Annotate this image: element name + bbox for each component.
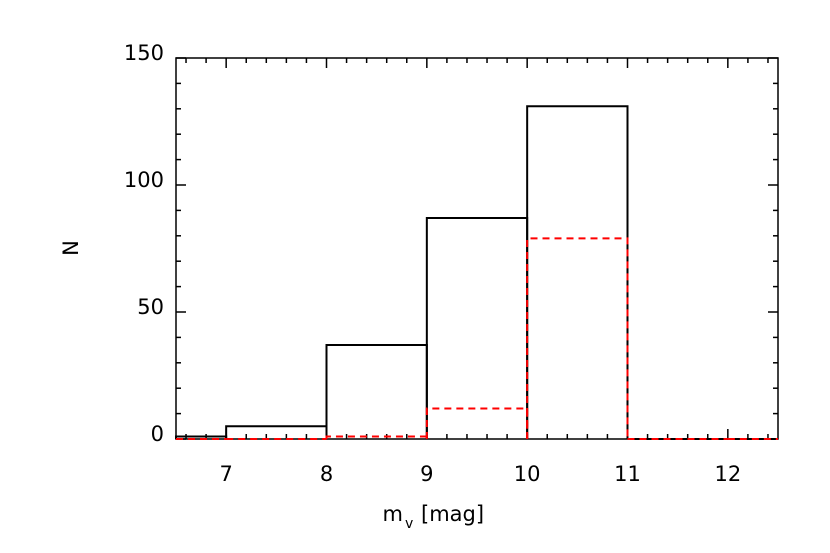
x-axis-label-symbol: m bbox=[383, 502, 403, 526]
histogram-bin bbox=[325, 435, 428, 439]
x-tick-label: 9 bbox=[420, 462, 433, 486]
histogram-bin bbox=[425, 407, 529, 439]
x-axis-label-unit: [mag] bbox=[421, 502, 484, 526]
x-tick-label: 12 bbox=[714, 462, 741, 486]
histogram-bin bbox=[325, 344, 428, 439]
y-tick-label: 150 bbox=[124, 41, 164, 65]
x-tick-label: 7 bbox=[219, 462, 232, 486]
y-tick-label: 100 bbox=[124, 168, 164, 192]
histogram-bin bbox=[225, 425, 328, 439]
x-tick-label: 10 bbox=[514, 462, 541, 486]
histogram-bin bbox=[526, 105, 629, 439]
plot-frame bbox=[175, 57, 779, 440]
y-tick-label: 0 bbox=[151, 422, 164, 446]
x-axis-label-subscript: v bbox=[405, 516, 413, 532]
y-tick-label: 50 bbox=[137, 295, 164, 319]
x-tick-label: 8 bbox=[320, 462, 333, 486]
histogram-bin bbox=[526, 237, 629, 439]
y-axis-label: N bbox=[59, 240, 83, 256]
x-tick-label: 11 bbox=[614, 462, 641, 486]
histogram-bin bbox=[425, 217, 529, 439]
